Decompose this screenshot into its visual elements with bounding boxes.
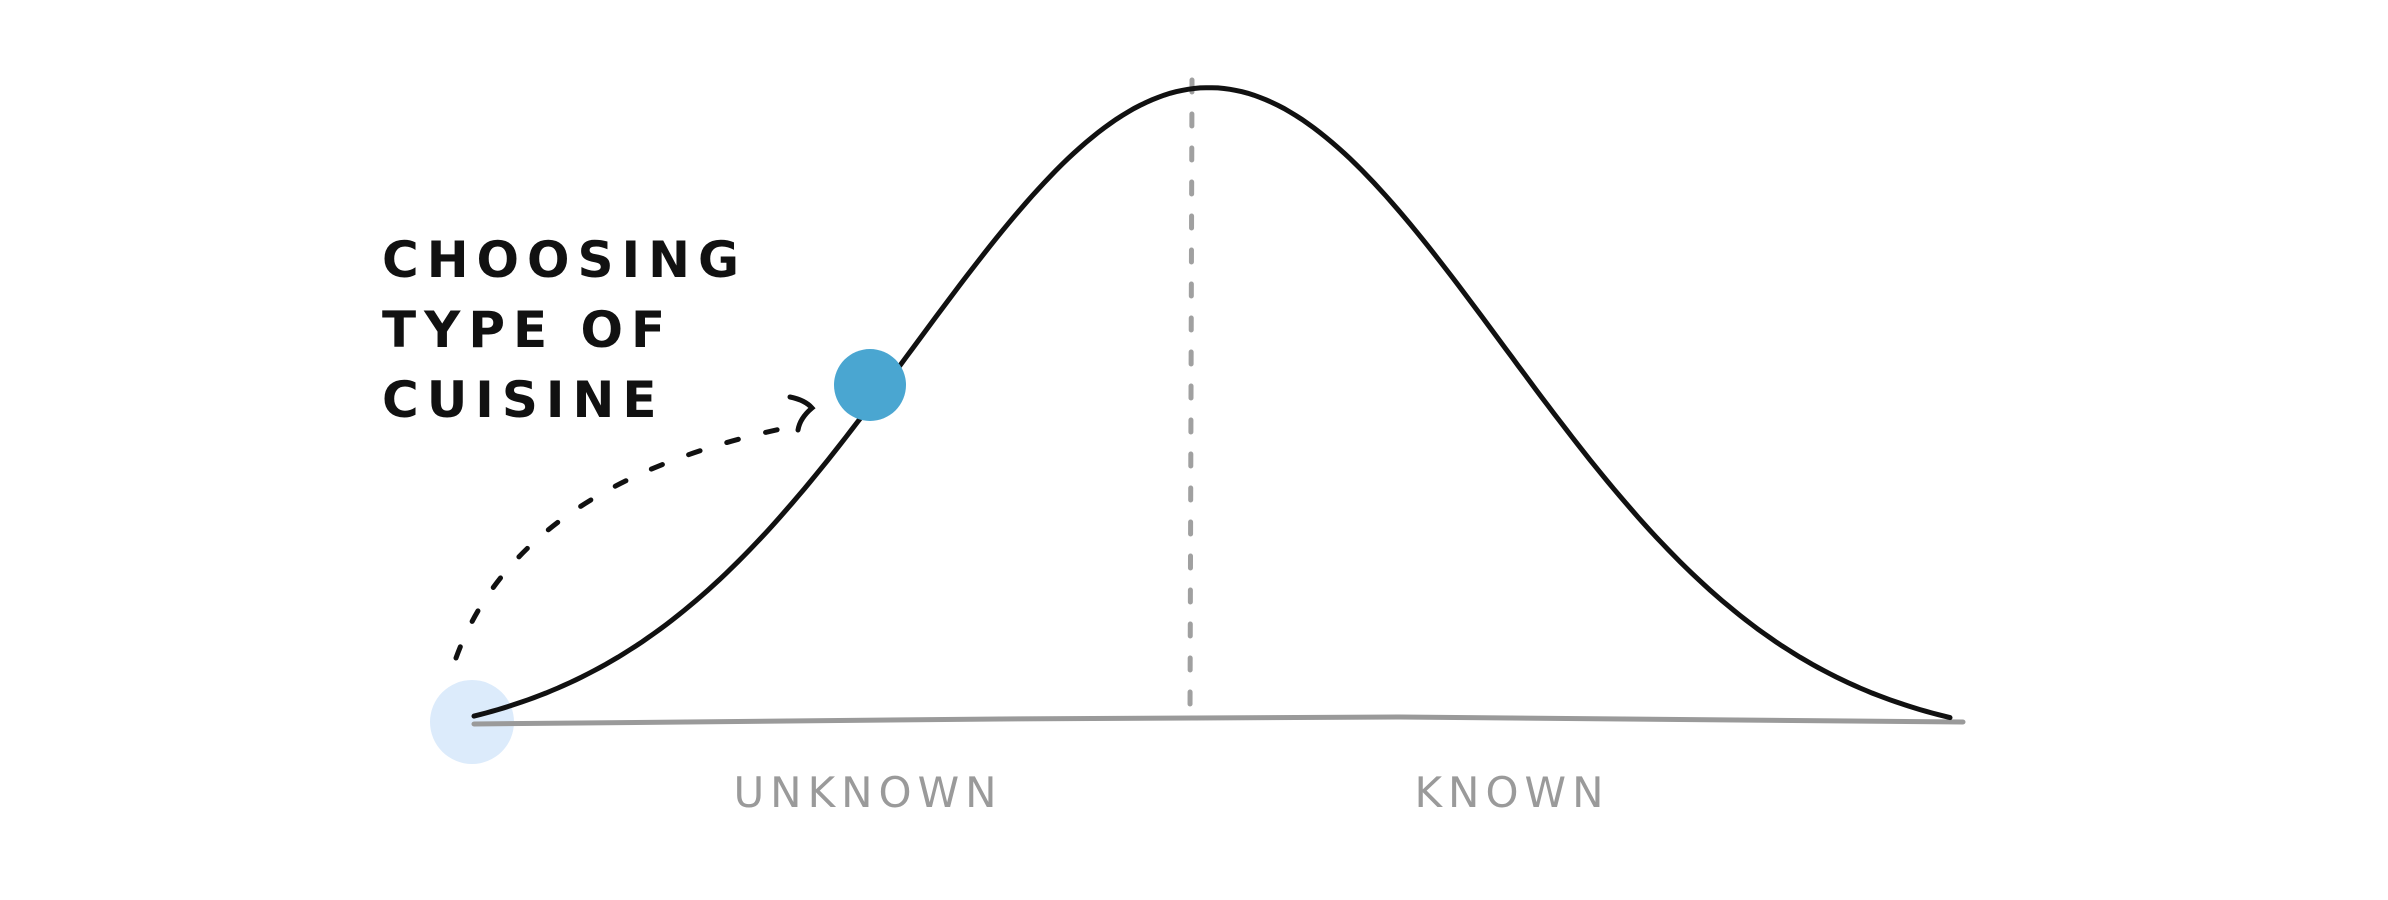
midpoint-divider xyxy=(1187,77,1195,719)
unknown-label: UNKNOWN xyxy=(733,768,1003,817)
item-note: CHOOSING TYPE OF CUISINE xyxy=(382,225,747,435)
note-line: TYPE OF xyxy=(382,301,674,359)
start-position-marker xyxy=(430,680,514,764)
note-line: CHOOSING xyxy=(382,231,748,289)
hill-curve xyxy=(471,85,1953,721)
baseline xyxy=(471,714,1966,727)
known-label: KNOWN xyxy=(1414,768,1610,817)
current-position-dot[interactable] xyxy=(834,349,906,421)
move-arrow xyxy=(453,422,803,661)
note-line: CUISINE xyxy=(382,371,665,429)
arrow-head-icon xyxy=(787,394,816,433)
